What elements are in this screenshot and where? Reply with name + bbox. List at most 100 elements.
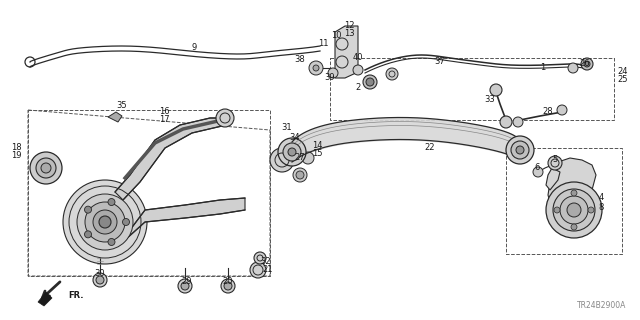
Text: 6: 6 bbox=[534, 164, 540, 172]
Text: 38: 38 bbox=[294, 55, 305, 65]
Circle shape bbox=[99, 216, 111, 228]
Text: 20: 20 bbox=[223, 277, 233, 286]
Circle shape bbox=[328, 68, 338, 78]
Bar bbox=[506, 148, 622, 254]
Circle shape bbox=[93, 210, 117, 234]
Text: 5: 5 bbox=[552, 156, 557, 164]
Text: 18: 18 bbox=[11, 143, 21, 153]
Circle shape bbox=[302, 152, 314, 164]
Text: 2: 2 bbox=[355, 84, 360, 92]
Circle shape bbox=[568, 63, 578, 73]
Circle shape bbox=[84, 231, 92, 238]
Text: 32: 32 bbox=[260, 258, 271, 267]
Circle shape bbox=[553, 189, 595, 231]
Polygon shape bbox=[115, 118, 225, 200]
Circle shape bbox=[584, 61, 590, 67]
Bar bbox=[330, 58, 614, 120]
Circle shape bbox=[181, 282, 189, 290]
Text: 40: 40 bbox=[353, 53, 364, 62]
Text: 28: 28 bbox=[543, 108, 554, 116]
Circle shape bbox=[554, 207, 560, 213]
Circle shape bbox=[506, 136, 534, 164]
Circle shape bbox=[270, 148, 294, 172]
Circle shape bbox=[63, 180, 147, 264]
Text: 10: 10 bbox=[331, 31, 341, 41]
Circle shape bbox=[36, 158, 56, 178]
Text: 9: 9 bbox=[191, 44, 196, 52]
Text: 14: 14 bbox=[312, 140, 323, 149]
Circle shape bbox=[278, 138, 306, 166]
Circle shape bbox=[500, 116, 512, 128]
Text: 4: 4 bbox=[598, 194, 604, 203]
Circle shape bbox=[363, 75, 377, 89]
Text: 17: 17 bbox=[159, 116, 170, 124]
Text: 22: 22 bbox=[425, 143, 435, 153]
Text: 39: 39 bbox=[324, 74, 335, 83]
Circle shape bbox=[296, 171, 304, 179]
Circle shape bbox=[571, 224, 577, 230]
Circle shape bbox=[108, 238, 115, 245]
Circle shape bbox=[588, 207, 594, 213]
Circle shape bbox=[122, 219, 129, 226]
Circle shape bbox=[353, 65, 363, 75]
Text: 11: 11 bbox=[317, 39, 328, 49]
Polygon shape bbox=[335, 26, 358, 78]
Circle shape bbox=[313, 65, 319, 71]
Circle shape bbox=[216, 109, 234, 127]
Text: 25: 25 bbox=[618, 76, 628, 84]
Circle shape bbox=[221, 279, 235, 293]
Circle shape bbox=[85, 202, 125, 242]
Circle shape bbox=[254, 252, 266, 264]
Text: 24: 24 bbox=[618, 68, 628, 76]
Text: 13: 13 bbox=[344, 29, 355, 38]
Polygon shape bbox=[546, 168, 560, 190]
Bar bbox=[28, 110, 270, 276]
Circle shape bbox=[581, 58, 593, 70]
Text: 1: 1 bbox=[540, 63, 546, 73]
Circle shape bbox=[557, 105, 567, 115]
Circle shape bbox=[93, 273, 107, 287]
Text: 26: 26 bbox=[580, 60, 590, 68]
Circle shape bbox=[96, 276, 104, 284]
Text: 19: 19 bbox=[11, 151, 21, 161]
Circle shape bbox=[560, 196, 588, 224]
Text: 37: 37 bbox=[435, 58, 445, 67]
Circle shape bbox=[548, 156, 562, 170]
Text: 27: 27 bbox=[294, 154, 305, 163]
Circle shape bbox=[386, 68, 398, 80]
Text: 12: 12 bbox=[344, 21, 355, 30]
Circle shape bbox=[511, 141, 529, 159]
Circle shape bbox=[283, 143, 301, 161]
Circle shape bbox=[309, 61, 323, 75]
Text: 34: 34 bbox=[290, 133, 300, 142]
Text: 33: 33 bbox=[484, 95, 495, 105]
Text: FR.: FR. bbox=[68, 292, 83, 300]
Circle shape bbox=[513, 117, 523, 127]
Circle shape bbox=[77, 194, 133, 250]
Circle shape bbox=[250, 262, 266, 278]
Polygon shape bbox=[548, 158, 596, 218]
Polygon shape bbox=[125, 198, 245, 240]
Circle shape bbox=[178, 279, 192, 293]
Text: 21: 21 bbox=[263, 266, 273, 275]
Circle shape bbox=[224, 282, 232, 290]
Text: 29: 29 bbox=[182, 277, 192, 286]
Circle shape bbox=[41, 163, 51, 173]
Circle shape bbox=[516, 146, 524, 154]
Circle shape bbox=[30, 152, 62, 184]
Circle shape bbox=[108, 198, 115, 205]
Text: 35: 35 bbox=[116, 101, 127, 110]
Polygon shape bbox=[108, 112, 122, 122]
Text: 16: 16 bbox=[159, 108, 170, 116]
Circle shape bbox=[84, 206, 92, 213]
Circle shape bbox=[567, 203, 581, 217]
Circle shape bbox=[571, 190, 577, 196]
Text: 8: 8 bbox=[598, 204, 604, 212]
Text: 31: 31 bbox=[282, 124, 292, 132]
Text: 30: 30 bbox=[95, 269, 106, 278]
Circle shape bbox=[533, 167, 543, 177]
Text: TR24B2900A: TR24B2900A bbox=[577, 301, 626, 310]
Text: 15: 15 bbox=[312, 148, 323, 157]
Circle shape bbox=[546, 182, 602, 238]
Circle shape bbox=[293, 168, 307, 182]
